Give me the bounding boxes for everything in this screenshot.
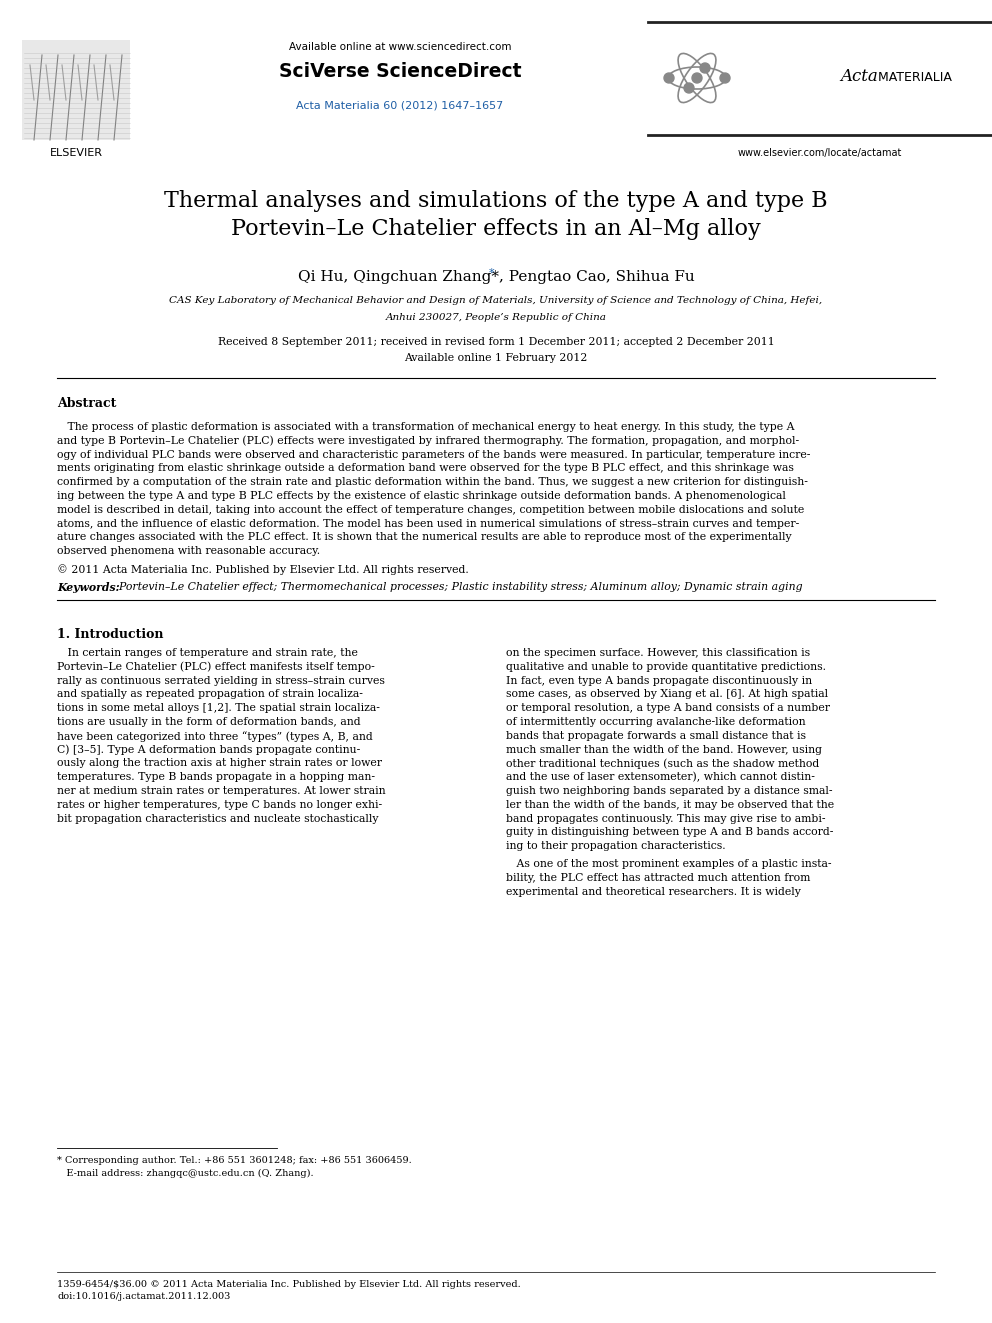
Text: on the specimen surface. However, this classification is: on the specimen surface. However, this c… — [506, 648, 810, 658]
Text: In certain ranges of temperature and strain rate, the: In certain ranges of temperature and str… — [57, 648, 358, 658]
Bar — [487, 261, 495, 273]
Text: Keywords:: Keywords: — [57, 582, 120, 593]
Text: E-mail address: zhangqc@ustc.edu.cn (Q. Zhang).: E-mail address: zhangqc@ustc.edu.cn (Q. … — [57, 1170, 313, 1177]
Text: Qi Hu, Qingchuan Zhang*, Pengtao Cao, Shihua Fu: Qi Hu, Qingchuan Zhang*, Pengtao Cao, Sh… — [298, 270, 694, 284]
Text: bands that propagate forwards a small distance that is: bands that propagate forwards a small di… — [506, 730, 806, 741]
Text: ogy of individual PLC bands were observed and characteristic parameters of the b: ogy of individual PLC bands were observe… — [57, 450, 810, 459]
Text: much smaller than the width of the band. However, using: much smaller than the width of the band.… — [506, 745, 822, 754]
Text: ler than the width of the bands, it may be observed that the: ler than the width of the bands, it may … — [506, 800, 834, 810]
Text: Portevin–Le Chatelier (PLC) effect manifests itself tempo-: Portevin–Le Chatelier (PLC) effect manif… — [57, 662, 375, 672]
Text: and the use of laser extensometer), which cannot distin-: and the use of laser extensometer), whic… — [506, 773, 814, 782]
Text: 1. Introduction: 1. Introduction — [57, 628, 164, 642]
Text: Thermal analyses and simulations of the type A and type B: Thermal analyses and simulations of the … — [165, 191, 827, 212]
Text: Portevin–Le Chatelier effects in an Al–Mg alloy: Portevin–Le Chatelier effects in an Al–M… — [231, 218, 761, 239]
Text: guity in distinguishing between type A and B bands accord-: guity in distinguishing between type A a… — [506, 827, 833, 837]
Text: rates or higher temperatures, type C bands no longer exhi-: rates or higher temperatures, type C ban… — [57, 800, 382, 810]
Text: band propagates continuously. This may give rise to ambi-: band propagates continuously. This may g… — [506, 814, 825, 824]
Text: C) [3–5]. Type A deformation bands propagate continu-: C) [3–5]. Type A deformation bands propa… — [57, 745, 360, 755]
Text: SciVerse ScienceDirect: SciVerse ScienceDirect — [279, 62, 521, 81]
Circle shape — [664, 73, 674, 83]
Text: model is described in detail, taking into account the effect of temperature chan: model is described in detail, taking int… — [57, 505, 805, 515]
Text: Anhui 230027, People’s Republic of China: Anhui 230027, People’s Republic of China — [386, 314, 606, 321]
Text: Acta: Acta — [840, 67, 878, 85]
Text: atoms, and the influence of elastic deformation. The model has been used in nume: atoms, and the influence of elastic defo… — [57, 519, 800, 529]
Text: ing to their propagation characteristics.: ing to their propagation characteristics… — [506, 841, 725, 851]
Text: guish two neighboring bands separated by a distance smal-: guish two neighboring bands separated by… — [506, 786, 832, 796]
Text: The process of plastic deformation is associated with a transformation of mechan: The process of plastic deformation is as… — [57, 422, 795, 433]
Circle shape — [684, 83, 694, 93]
Text: ing between the type A and type B PLC effects by the existence of elastic shrink: ing between the type A and type B PLC ef… — [57, 491, 786, 501]
Text: www.elsevier.com/locate/actamat: www.elsevier.com/locate/actamat — [738, 148, 902, 157]
Text: tions are usually in the form of deformation bands, and: tions are usually in the form of deforma… — [57, 717, 361, 728]
Text: © 2011 Acta Materialia Inc. Published by Elsevier Ltd. All rights reserved.: © 2011 Acta Materialia Inc. Published by… — [57, 564, 469, 574]
Text: Acta Materialia 60 (2012) 1647–1657: Acta Materialia 60 (2012) 1647–1657 — [297, 101, 504, 110]
Text: ELSEVIER: ELSEVIER — [50, 148, 102, 157]
Text: As one of the most prominent examples of a plastic insta-: As one of the most prominent examples of… — [506, 859, 831, 869]
Text: ously along the traction axis at higher strain rates or lower: ously along the traction axis at higher … — [57, 758, 382, 769]
Text: rally as continuous serrated yielding in stress–strain curves: rally as continuous serrated yielding in… — [57, 676, 385, 685]
Text: CAS Key Laboratory of Mechanical Behavior and Design of Materials, University of: CAS Key Laboratory of Mechanical Behavio… — [170, 296, 822, 306]
Text: MATERIALIA: MATERIALIA — [874, 71, 952, 83]
Text: Received 8 September 2011; received in revised form 1 December 2011; accepted 2 : Received 8 September 2011; received in r… — [217, 337, 775, 347]
Text: and type B Portevin–Le Chatelier (PLC) effects were investigated by infrared the: and type B Portevin–Le Chatelier (PLC) e… — [57, 435, 800, 446]
Text: bit propagation characteristics and nucleate stochastically: bit propagation characteristics and nucl… — [57, 814, 379, 824]
Text: bility, the PLC effect has attracted much attention from: bility, the PLC effect has attracted muc… — [506, 873, 810, 882]
Text: Available online 1 February 2012: Available online 1 February 2012 — [405, 353, 587, 363]
Text: ments originating from elastic shrinkage outside a deformation band were observe: ments originating from elastic shrinkage… — [57, 463, 794, 474]
Circle shape — [692, 73, 702, 83]
Text: have been categorized into three “types” (types A, B, and: have been categorized into three “types”… — [57, 730, 373, 742]
Text: In fact, even type A bands propagate discontinuously in: In fact, even type A bands propagate dis… — [506, 676, 812, 685]
Text: 1359-6454/$36.00 © 2011 Acta Materialia Inc. Published by Elsevier Ltd. All righ: 1359-6454/$36.00 © 2011 Acta Materialia … — [57, 1279, 521, 1289]
Text: temperatures. Type B bands propagate in a hopping man-: temperatures. Type B bands propagate in … — [57, 773, 375, 782]
Text: qualitative and unable to provide quantitative predictions.: qualitative and unable to provide quanti… — [506, 662, 826, 672]
Text: some cases, as observed by Xiang et al. [6]. At high spatial: some cases, as observed by Xiang et al. … — [506, 689, 828, 700]
Text: confirmed by a computation of the strain rate and plastic deformation within the: confirmed by a computation of the strain… — [57, 478, 807, 487]
Text: other traditional techniques (such as the shadow method: other traditional techniques (such as th… — [506, 758, 819, 769]
Text: * Corresponding author. Tel.: +86 551 3601248; fax: +86 551 3606459.: * Corresponding author. Tel.: +86 551 36… — [57, 1156, 412, 1166]
Text: tions in some metal alloys [1,2]. The spatial strain localiza-: tions in some metal alloys [1,2]. The sp… — [57, 704, 380, 713]
Text: of intermittently occurring avalanche-like deformation: of intermittently occurring avalanche-li… — [506, 717, 806, 728]
Text: *: * — [489, 269, 495, 278]
Text: ature changes associated with the PLC effect. It is shown that the numerical res: ature changes associated with the PLC ef… — [57, 532, 792, 542]
Text: observed phenomena with reasonable accuracy.: observed phenomena with reasonable accur… — [57, 546, 320, 556]
Text: *: * — [489, 269, 495, 278]
Text: ner at medium strain rates or temperatures. At lower strain: ner at medium strain rates or temperatur… — [57, 786, 386, 796]
Text: Portevin–Le Chatelier effect; Thermomechanical processes; Plastic instability st: Portevin–Le Chatelier effect; Thermomech… — [112, 582, 803, 591]
Text: and spatially as repeated propagation of strain localiza-: and spatially as repeated propagation of… — [57, 689, 363, 700]
Circle shape — [700, 64, 710, 73]
Text: or temporal resolution, a type A band consists of a number: or temporal resolution, a type A band co… — [506, 704, 830, 713]
Text: experimental and theoretical researchers. It is widely: experimental and theoretical researchers… — [506, 886, 801, 897]
Text: doi:10.1016/j.actamat.2011.12.003: doi:10.1016/j.actamat.2011.12.003 — [57, 1293, 230, 1301]
Circle shape — [720, 73, 730, 83]
Text: Abstract: Abstract — [57, 397, 116, 410]
Text: Available online at www.sciencedirect.com: Available online at www.sciencedirect.co… — [289, 42, 511, 52]
Bar — [22, 40, 130, 140]
